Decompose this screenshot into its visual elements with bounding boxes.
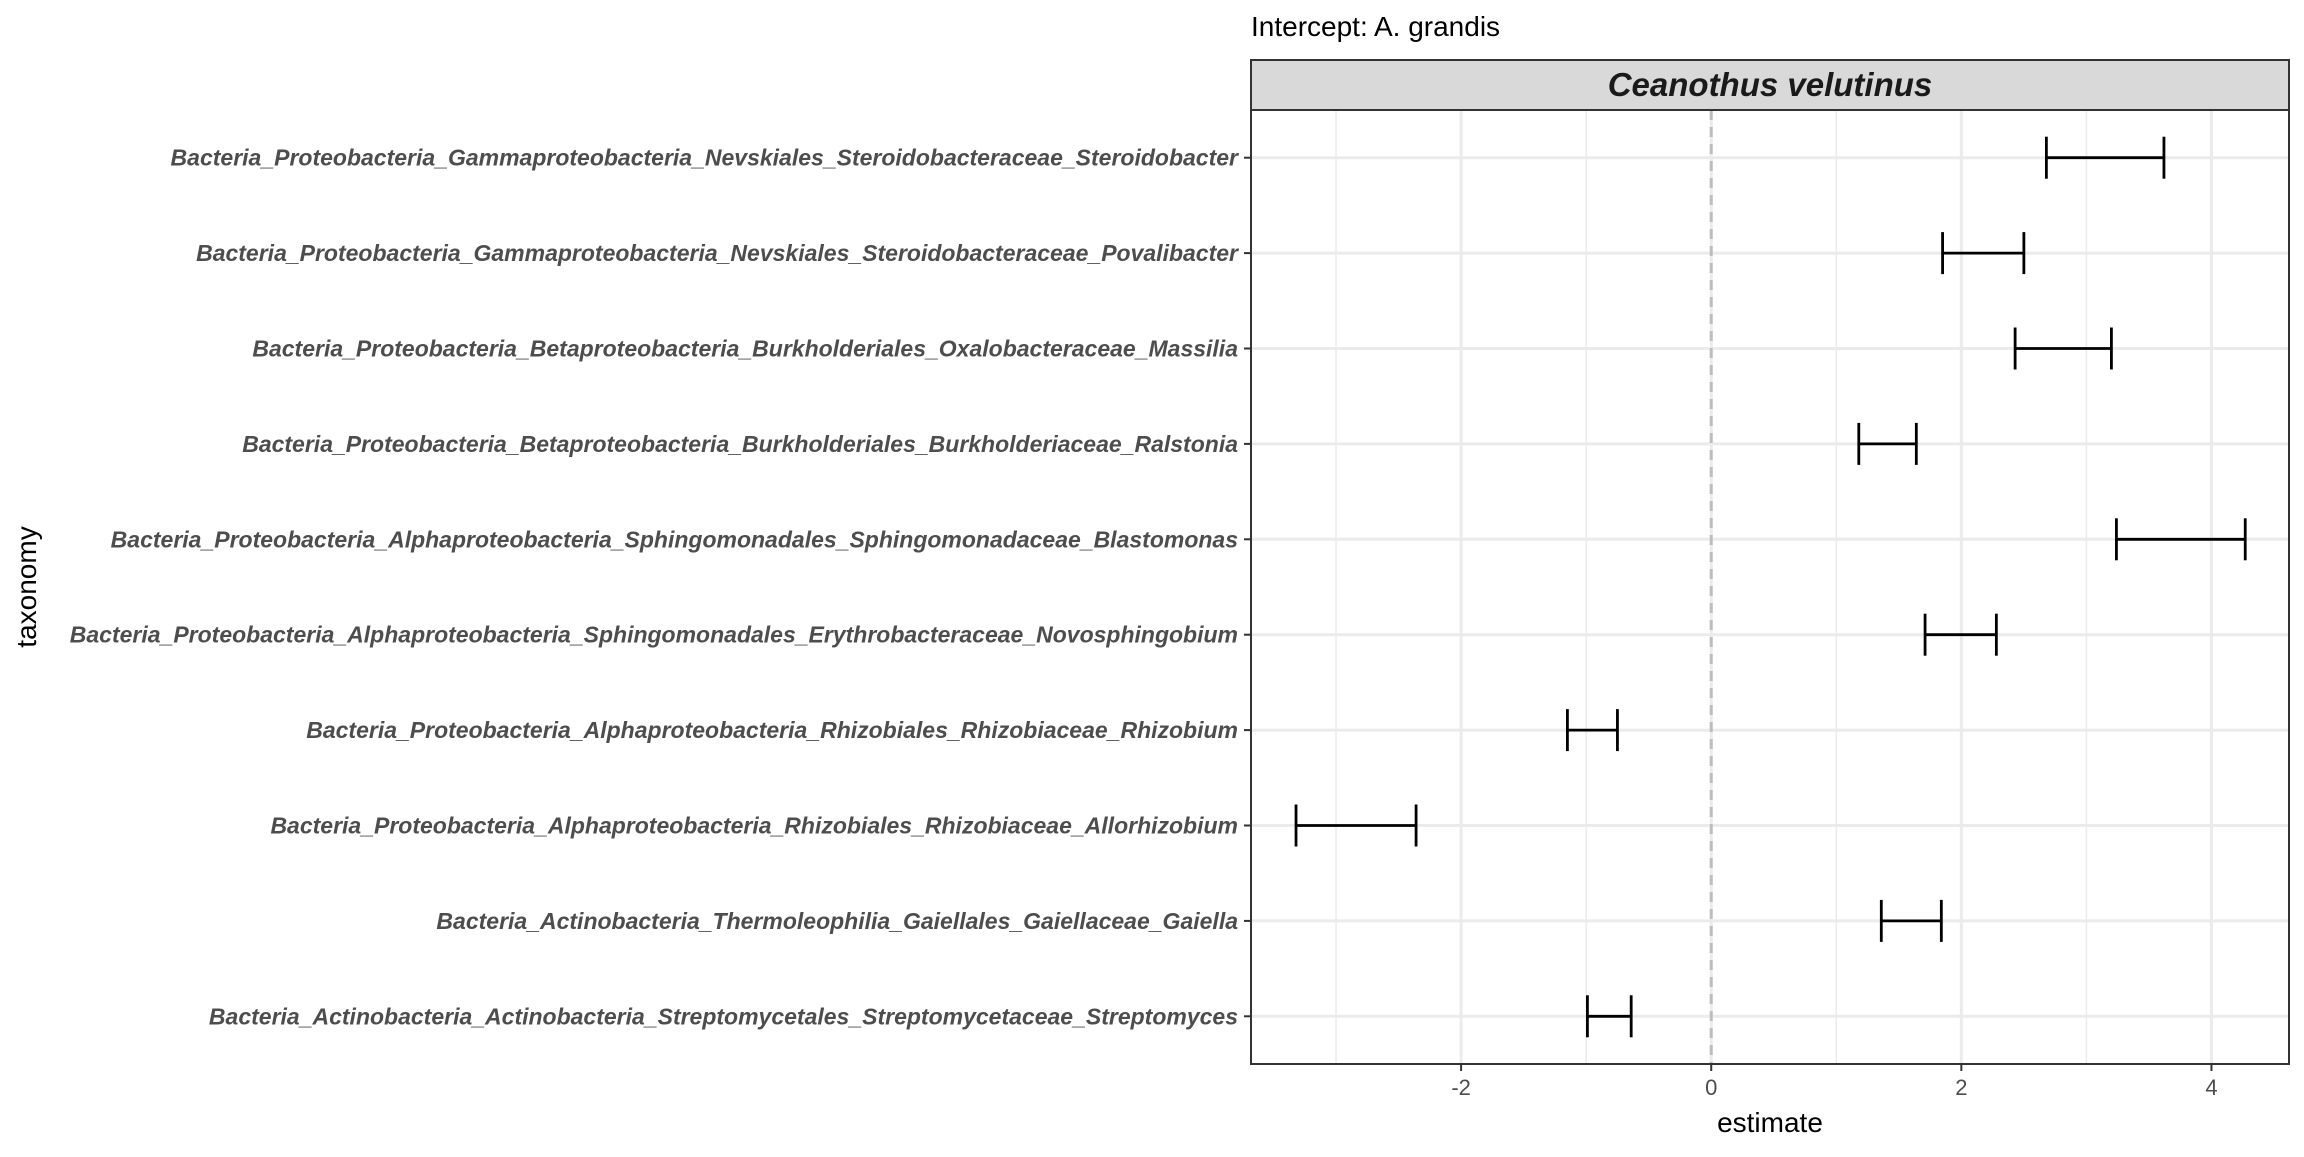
- y-tick-label: Bacteria_Proteobacteria_Betaproteobacter…: [242, 431, 1238, 457]
- x-axis-title: estimate: [1717, 1107, 1823, 1138]
- x-tick-label: -2: [1451, 1075, 1471, 1100]
- y-tick-label: Bacteria_Proteobacteria_Gammaproteobacte…: [171, 145, 1239, 171]
- y-tick-label: Bacteria_Actinobacteria_Thermoleophilia_…: [436, 908, 1238, 934]
- errorbar: [1923, 613, 1998, 656]
- errorbar: [2013, 327, 2113, 370]
- y-tick-labels: Bacteria_Proteobacteria_Gammaproteobacte…: [70, 145, 1251, 1029]
- facet-strip: [1250, 59, 2290, 111]
- y-tick-label: Bacteria_Actinobacteria_Actinobacteria_S…: [209, 1003, 1238, 1029]
- errorbar: [1586, 995, 1633, 1038]
- y-tick-label: Bacteria_Proteobacteria_Alphaproteobacte…: [70, 622, 1238, 648]
- y-tick-label: Bacteria_Proteobacteria_Alphaproteobacte…: [270, 813, 1238, 839]
- errorbar: [2044, 136, 2166, 179]
- errorbar: [1879, 899, 1943, 942]
- errorbar-layer: [1294, 136, 2247, 1038]
- y-axis-title: taxonomy: [11, 526, 42, 647]
- errorbar: [2115, 518, 2247, 561]
- y-tick-label: Bacteria_Proteobacteria_Alphaproteobacte…: [111, 526, 1238, 552]
- x-tick-label: 2: [1955, 1075, 1967, 1100]
- x-tick-labels: -2 0 2 4: [1451, 1064, 2218, 1100]
- plot-panel: [1251, 110, 2289, 1064]
- chart-subtitle: Intercept: A. grandis: [1251, 11, 1500, 42]
- errorbar: [1857, 422, 1918, 465]
- facet-label: Ceanothus velutinus: [1608, 66, 1933, 103]
- x-tick-label: 0: [1705, 1075, 1717, 1100]
- y-tick-label: Bacteria_Proteobacteria_Betaproteobacter…: [252, 336, 1238, 362]
- errorbar: [1294, 804, 1418, 847]
- y-tick-label: Bacteria_Proteobacteria_Alphaproteobacte…: [306, 717, 1238, 743]
- errorbar: [1566, 709, 1619, 752]
- errorbar: [1941, 232, 2026, 275]
- x-tick-label: 4: [2205, 1075, 2217, 1100]
- panel-border: [1250, 109, 2290, 1065]
- y-tick-label: Bacteria_Proteobacteria_Gammaproteobacte…: [196, 240, 1239, 266]
